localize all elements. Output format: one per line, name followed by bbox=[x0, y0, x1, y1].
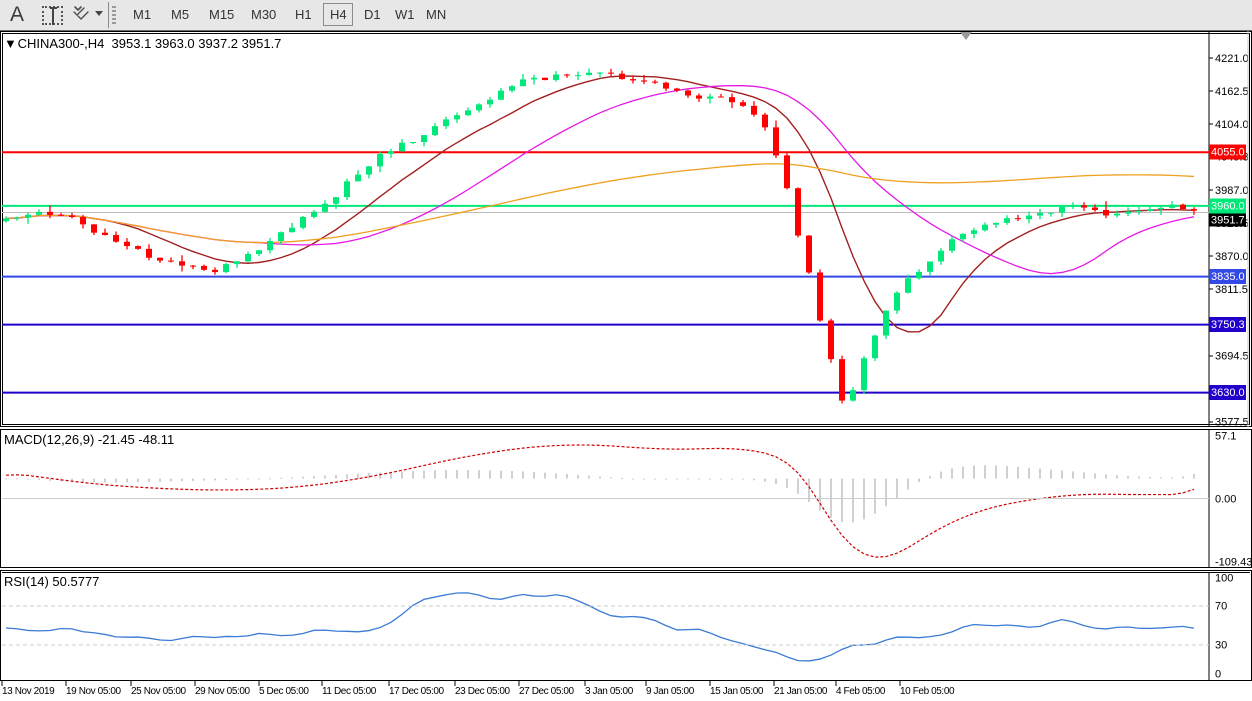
svg-text:13 Nov 2019: 13 Nov 2019 bbox=[2, 686, 55, 697]
svg-text:3 Jan 05:00: 3 Jan 05:00 bbox=[585, 686, 634, 697]
svg-text:4 Feb 05:00: 4 Feb 05:00 bbox=[836, 686, 886, 697]
svg-text:23 Dec 05:00: 23 Dec 05:00 bbox=[455, 686, 511, 697]
svg-text:3870.0: 3870.0 bbox=[1215, 251, 1249, 263]
svg-text:0: 0 bbox=[1215, 669, 1221, 681]
svg-text:11 Dec 05:00: 11 Dec 05:00 bbox=[322, 686, 377, 697]
svg-text:70: 70 bbox=[1215, 601, 1227, 613]
svg-text:3577.5: 3577.5 bbox=[1215, 417, 1249, 429]
svg-text:29 Nov 05:00: 29 Nov 05:00 bbox=[195, 686, 251, 697]
svg-text:3960.0: 3960.0 bbox=[1211, 201, 1245, 213]
svg-text:27 Dec 05:00: 27 Dec 05:00 bbox=[519, 686, 575, 697]
svg-text:30: 30 bbox=[1215, 640, 1227, 652]
svg-text:3811.5: 3811.5 bbox=[1215, 284, 1248, 296]
svg-text:19 Nov 05:00: 19 Nov 05:00 bbox=[66, 686, 122, 697]
svg-text:4162.5: 4162.5 bbox=[1215, 86, 1249, 98]
svg-text:-109.43: -109.43 bbox=[1215, 557, 1252, 569]
svg-text:17 Dec 05:00: 17 Dec 05:00 bbox=[389, 686, 445, 697]
svg-text:3951.7: 3951.7 bbox=[1211, 215, 1245, 227]
svg-text:3987.0: 3987.0 bbox=[1215, 185, 1249, 197]
svg-text:10 Feb 05:00: 10 Feb 05:00 bbox=[900, 686, 955, 697]
svg-text:3750.3: 3750.3 bbox=[1211, 319, 1245, 331]
svg-text:100: 100 bbox=[1215, 573, 1233, 585]
svg-text:57.1: 57.1 bbox=[1215, 431, 1236, 443]
svg-text:4104.0: 4104.0 bbox=[1215, 119, 1249, 131]
svg-text:3694.5: 3694.5 bbox=[1215, 351, 1249, 363]
svg-text:4055.0: 4055.0 bbox=[1211, 147, 1245, 159]
svg-text:3835.0: 3835.0 bbox=[1211, 271, 1245, 283]
svg-text:3630.0: 3630.0 bbox=[1211, 387, 1245, 399]
svg-text:5 Dec 05:00: 5 Dec 05:00 bbox=[259, 686, 309, 697]
svg-text:0.00: 0.00 bbox=[1215, 494, 1236, 506]
svg-text:25 Nov 05:00: 25 Nov 05:00 bbox=[131, 686, 187, 697]
svg-text:9 Jan 05:00: 9 Jan 05:00 bbox=[646, 686, 695, 697]
svg-text:21 Jan 05:00: 21 Jan 05:00 bbox=[774, 686, 828, 697]
svg-text:4221.0: 4221.0 bbox=[1215, 53, 1249, 65]
svg-text:15 Jan 05:00: 15 Jan 05:00 bbox=[710, 686, 764, 697]
